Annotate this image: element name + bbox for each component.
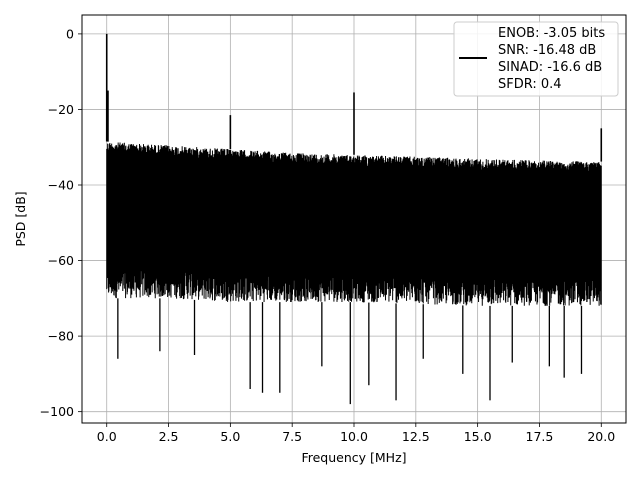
x-tick-label: 7.5 — [282, 429, 302, 444]
x-tick-label: 20.0 — [587, 429, 615, 444]
y-tick-label: −20 — [48, 102, 74, 117]
x-tick-label: 0.0 — [97, 429, 117, 444]
x-tick-label: 10.0 — [340, 429, 368, 444]
y-axis-label: PSD [dB] — [13, 191, 28, 246]
psd-series — [105, 33, 603, 405]
legend-entry-snr: SNR: -16.48 dB — [498, 43, 596, 58]
x-axis-label: Frequency [MHz] — [301, 450, 406, 465]
y-tick-label: −100 — [40, 404, 74, 419]
legend-entry-enob: ENOB: -3.05 bits — [498, 26, 605, 41]
y-tick-label: −40 — [48, 178, 74, 193]
legend-entry-sfdr: SFDR: 0.4 — [498, 77, 562, 92]
y-tick-label: −60 — [48, 253, 74, 268]
x-tick-label: 12.5 — [402, 429, 430, 444]
x-tick-label: 5.0 — [220, 429, 240, 444]
legend: ENOB: -3.05 bits SNR: -16.48 dB SINAD: -… — [453, 21, 619, 97]
legend-box — [453, 21, 619, 97]
x-tick-label: 2.5 — [159, 429, 179, 444]
psd-noise-trace — [106, 142, 602, 306]
x-axis: 0.0 2.5 5.0 7.5 10.0 12.5 15.0 17.5 20.0 — [97, 423, 615, 444]
x-tick-label: 15.0 — [464, 429, 492, 444]
y-axis: 0 −20 −40 −60 −80 −100 — [40, 26, 82, 419]
legend-entry-sinad: SINAD: -16.6 dB — [498, 60, 602, 75]
x-tick-label: 17.5 — [526, 429, 554, 444]
y-tick-label: −80 — [48, 329, 74, 344]
y-tick-label: 0 — [66, 26, 74, 41]
